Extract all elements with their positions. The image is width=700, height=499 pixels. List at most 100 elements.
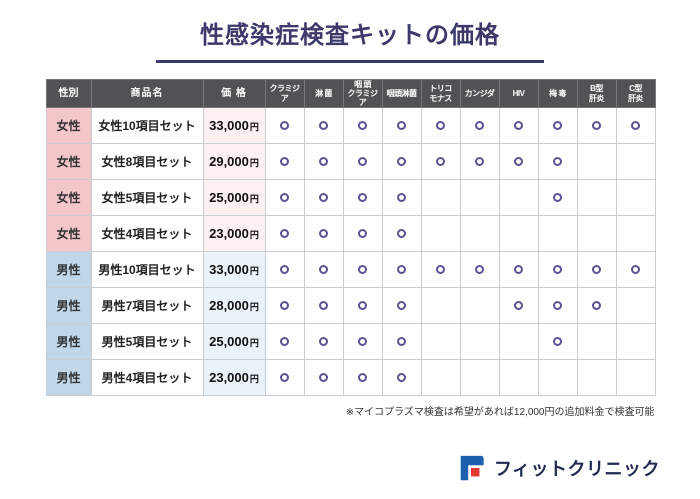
check-cell — [264, 143, 305, 181]
included-circle-icon — [280, 121, 289, 131]
included-circle-icon — [514, 301, 523, 311]
check-cell — [303, 359, 344, 397]
table-row: 男性 男性7項目セット 28,000円 — [45, 287, 656, 325]
check-cell — [537, 179, 578, 217]
included-circle-icon — [358, 193, 367, 203]
table-wrap: 性別 商品名 価 格 クラミジア淋 菌咽 頭 クラミジア 咽頭淋菌 トリコ モナスカ… — [45, 78, 656, 418]
check-cell — [342, 179, 383, 217]
test-column-header: クラミジア — [264, 78, 305, 109]
check-cell — [576, 287, 617, 325]
empty-check-cell — [459, 215, 500, 253]
empty-check-cell — [459, 323, 500, 361]
empty-check-cell — [576, 323, 617, 361]
included-circle-icon — [358, 265, 367, 275]
included-circle-icon — [280, 229, 289, 239]
price-value: 25,000 — [209, 334, 249, 350]
included-circle-icon — [319, 373, 328, 383]
gender-cell: 女性 — [45, 107, 92, 145]
price-cell: 33,000円 — [202, 107, 266, 145]
product-name-cell: 女性5項目セット — [90, 179, 204, 217]
empty-check-cell — [615, 323, 656, 361]
check-cell — [576, 107, 617, 145]
check-cell — [264, 359, 305, 397]
price-unit: 円 — [249, 302, 259, 313]
price-column-header: 価 格 — [202, 78, 266, 109]
included-circle-icon — [436, 265, 445, 275]
included-circle-icon — [514, 121, 523, 131]
logo-text: フィットクリニック — [493, 459, 660, 479]
gender-column-header: 性別 — [45, 78, 92, 109]
table-row: 男性 男性10項目セット 33,000円 — [45, 251, 656, 289]
check-cell — [381, 251, 422, 289]
price-unit: 円 — [249, 194, 259, 205]
check-cell — [615, 107, 656, 145]
empty-check-cell — [537, 359, 578, 397]
price-value: 29,000 — [209, 154, 249, 170]
included-circle-icon — [397, 265, 406, 275]
included-circle-icon — [397, 121, 406, 131]
check-cell — [420, 143, 461, 181]
empty-check-cell — [576, 143, 617, 181]
included-circle-icon — [592, 265, 601, 275]
gender-cell: 男性 — [45, 251, 92, 289]
check-cell — [342, 323, 383, 361]
test-column-header: 咽頭淋菌 — [381, 78, 422, 109]
included-circle-icon — [592, 121, 601, 131]
table-body: 女性 女性10項目セット 33,000円 女性 女性8項目セット 29,000円 女性 女性5… — [45, 107, 656, 397]
fit-clinic-logo-icon — [456, 453, 486, 483]
check-cell — [381, 323, 422, 361]
included-circle-icon — [397, 157, 406, 167]
fit-clinic-logo: フィットクリニック — [456, 453, 660, 483]
included-circle-icon — [553, 121, 562, 131]
empty-check-cell — [537, 215, 578, 253]
included-circle-icon — [319, 229, 328, 239]
product-name-cell: 男性10項目セット — [90, 251, 204, 289]
check-cell — [381, 287, 422, 325]
included-circle-icon — [358, 337, 367, 347]
included-circle-icon — [475, 157, 484, 167]
price-unit: 円 — [249, 266, 259, 277]
check-cell — [264, 107, 305, 145]
included-circle-icon — [553, 301, 562, 311]
check-cell — [381, 359, 422, 397]
check-cell — [303, 107, 344, 145]
check-cell — [615, 251, 656, 289]
empty-check-cell — [615, 215, 656, 253]
included-circle-icon — [397, 337, 406, 347]
price-cell: 23,000円 — [202, 215, 266, 253]
empty-check-cell — [459, 359, 500, 397]
table-row: 女性 女性10項目セット 33,000円 — [45, 107, 656, 145]
empty-check-cell — [498, 359, 539, 397]
included-circle-icon — [280, 157, 289, 167]
empty-check-cell — [615, 287, 656, 325]
gender-cell: 女性 — [45, 143, 92, 181]
check-cell — [342, 287, 383, 325]
check-cell — [264, 215, 305, 253]
product-name-cell: 男性5項目セット — [90, 323, 204, 361]
empty-check-cell — [420, 323, 461, 361]
price-value: 33,000 — [209, 262, 249, 278]
check-cell — [342, 251, 383, 289]
price-cell: 25,000円 — [202, 323, 266, 361]
included-circle-icon — [319, 265, 328, 275]
price-unit: 円 — [249, 158, 259, 169]
included-circle-icon — [358, 157, 367, 167]
included-circle-icon — [358, 301, 367, 311]
product-name-cell: 女性8項目セット — [90, 143, 204, 181]
price-unit: 円 — [249, 338, 259, 349]
check-cell — [264, 287, 305, 325]
included-circle-icon — [319, 301, 328, 311]
price-cell: 33,000円 — [202, 251, 266, 289]
check-cell — [303, 179, 344, 217]
included-circle-icon — [553, 157, 562, 167]
test-column-header: HIV — [498, 78, 539, 109]
price-unit: 円 — [249, 230, 259, 241]
check-cell — [303, 143, 344, 181]
test-column-header: 淋 菌 — [303, 78, 344, 109]
check-cell — [303, 323, 344, 361]
check-cell — [303, 215, 344, 253]
included-circle-icon — [553, 193, 562, 203]
check-cell — [537, 323, 578, 361]
check-cell — [303, 287, 344, 325]
empty-check-cell — [420, 287, 461, 325]
